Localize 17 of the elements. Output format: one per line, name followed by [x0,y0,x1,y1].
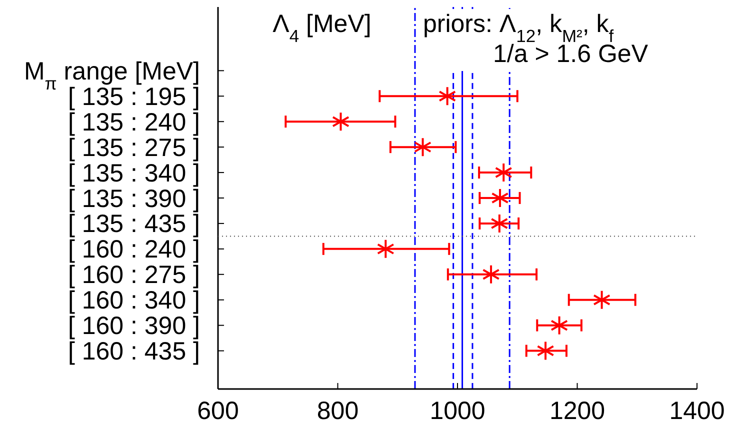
x-tick-label: 1000 [430,396,486,425]
annotation: Λ$_{4}$ [MeV] [272,10,372,46]
point [490,213,508,234]
x-tick-label: 1400 [669,396,725,425]
point [482,264,500,284]
point [414,137,432,158]
point [550,315,568,336]
x-tick-label: 600 [197,396,239,425]
point [536,340,554,361]
point [593,290,611,310]
point [376,238,394,259]
x-tick-label: 1200 [549,396,606,425]
point [494,162,512,183]
point [491,188,509,208]
x-tick-label: 800 [316,396,359,425]
point [438,86,456,106]
point [332,112,350,132]
